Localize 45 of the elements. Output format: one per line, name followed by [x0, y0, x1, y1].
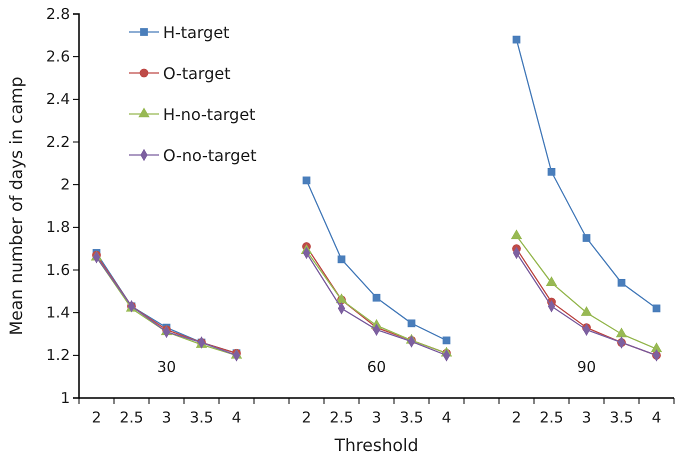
point: [618, 278, 626, 287]
x-tick-label: 2: [512, 408, 522, 427]
x-tick-label: 2: [92, 408, 102, 427]
x-tick-label: 2: [302, 408, 312, 427]
point: [582, 234, 590, 242]
legend-label: O-no-target: [163, 146, 256, 165]
point: [652, 304, 660, 312]
point: [546, 276, 558, 286]
x-tick-label: 3.5: [400, 408, 424, 427]
x-tick-label: 2.5: [540, 408, 564, 427]
legend-label: H-target: [163, 23, 230, 42]
x-tick-label: 3: [372, 408, 382, 427]
y-tick-label: 2.2: [46, 132, 70, 151]
y-tick-label: 2.4: [46, 90, 70, 108]
point: [512, 36, 520, 44]
x-tick-label: 3.5: [190, 408, 214, 427]
x-tick-label: 2.5: [330, 408, 354, 427]
x-tick-label: 4: [442, 408, 452, 427]
point: [372, 294, 380, 302]
y-tick-label: 1.6: [46, 260, 70, 279]
point: [408, 319, 416, 328]
point: [442, 336, 450, 344]
x-tick-label: 3: [162, 408, 172, 427]
legend-label: O-target: [163, 64, 230, 83]
annotation: 30: [156, 358, 176, 376]
point: [302, 176, 310, 184]
y-tick-label: 2: [60, 175, 70, 194]
annotation: 90: [576, 358, 596, 376]
y-axis-title: Mean number of days in camp: [7, 76, 27, 336]
x-tick-label: 4: [232, 408, 242, 427]
x-tick-label: 3: [582, 408, 592, 427]
x-tick-label: 3.5: [610, 408, 634, 427]
y-tick-label: 1: [60, 388, 70, 407]
y-tick-label: 2.8: [46, 4, 70, 23]
x-axis-title: Threshold: [334, 436, 418, 456]
annotation: 60: [366, 358, 386, 376]
point: [338, 255, 346, 264]
x-tick-label: 2.5: [120, 408, 144, 427]
y-tick-label: 1.2: [46, 346, 70, 364]
y-tick-label: 1.4: [46, 303, 70, 322]
y-tick-label: 1.8: [46, 218, 70, 236]
x-tick-label: 4: [652, 408, 662, 427]
point: [548, 168, 556, 176]
legend-label: H-no-target: [163, 105, 256, 124]
y-tick-label: 2.6: [46, 47, 70, 66]
